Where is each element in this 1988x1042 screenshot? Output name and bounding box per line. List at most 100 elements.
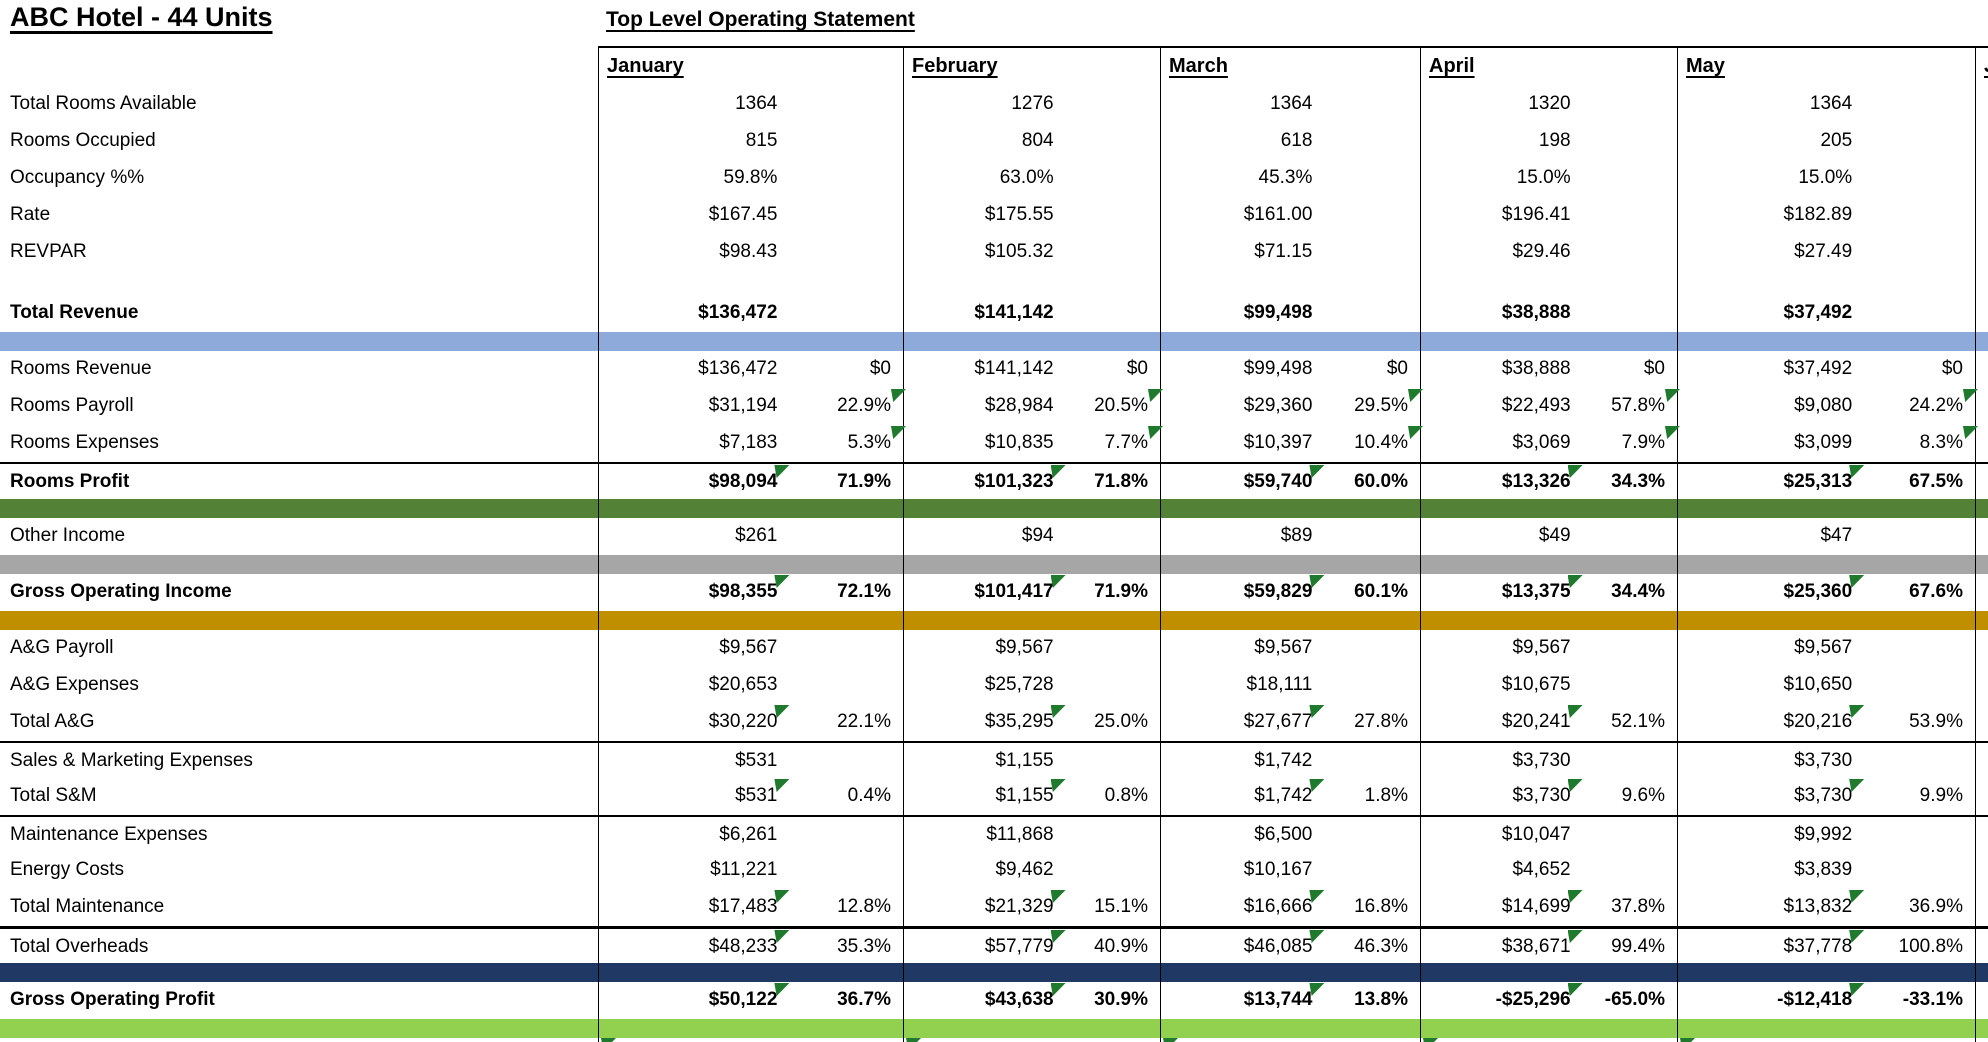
percent-cell[interactable]: 8.3% — [1856, 425, 1978, 462]
percent-cell[interactable] — [1058, 852, 1160, 889]
amount-cell[interactable]: $10,047 — [1421, 817, 1575, 852]
percent-cell[interactable]: 71.9% — [781, 464, 903, 499]
percent-cell[interactable] — [1575, 817, 1677, 852]
percent-cell[interactable] — [1575, 630, 1677, 667]
percent-cell[interactable]: 71.8% — [1058, 464, 1160, 499]
percent-cell[interactable] — [1316, 86, 1420, 123]
percent-cell[interactable] — [1856, 852, 1975, 889]
percent-cell[interactable]: 60.0% — [1316, 464, 1420, 499]
amount-cell[interactable]: $261 — [599, 518, 781, 555]
amount-cell[interactable]: $38,888 — [1421, 351, 1575, 388]
amount-cell[interactable]: $1,742 — [1161, 743, 1316, 778]
amount-cell[interactable]: $47 — [1678, 518, 1856, 555]
percent-cell[interactable]: 1.8% — [1316, 778, 1420, 815]
label-cell[interactable]: Rooms Revenue — [0, 351, 598, 388]
amount-cell[interactable]: $31,194 — [599, 388, 781, 425]
amount-cell[interactable]: $43,638 — [904, 982, 1066, 1019]
amount-cell[interactable]: $46,085 — [1161, 929, 1325, 965]
amount-cell[interactable]: $16,666 — [1161, 889, 1325, 926]
amount-cell[interactable]: $161.00 — [1161, 197, 1316, 234]
percent-cell[interactable]: $0 — [1316, 351, 1420, 388]
percent-cell[interactable]: 36.9% — [1856, 889, 1975, 926]
amount-cell[interactable]: $21,329 — [904, 889, 1066, 926]
percent-cell[interactable] — [1316, 160, 1420, 197]
amount-cell[interactable]: $9,567 — [1678, 630, 1856, 667]
label-cell[interactable]: Gross Operating Income — [0, 574, 598, 611]
amount-cell[interactable]: $196.41 — [1421, 197, 1575, 234]
amount-cell[interactable]: $13,744 — [1161, 982, 1325, 1019]
label-cell[interactable]: Total Rooms Available — [0, 86, 598, 123]
percent-cell[interactable]: 24.2% — [1856, 388, 1978, 425]
amount-cell[interactable]: 1320 — [1421, 86, 1575, 123]
percent-cell[interactable] — [1856, 160, 1975, 197]
percent-cell[interactable]: 0.4% — [781, 778, 903, 815]
label-cell[interactable]: Rooms Expenses — [0, 425, 598, 462]
amount-cell[interactable]: $1,155 — [904, 778, 1066, 815]
amount-cell[interactable]: $3,839 — [1678, 852, 1856, 889]
percent-cell[interactable]: 71.9% — [1058, 574, 1160, 611]
amount-cell[interactable]: $9,992 — [1678, 817, 1856, 852]
amount-cell[interactable]: $136,472 — [599, 351, 781, 388]
divider-bar-lightgreen[interactable] — [0, 1019, 1988, 1038]
amount-cell[interactable]: $98.43 — [599, 234, 781, 271]
label-cell[interactable]: A&G Expenses — [0, 667, 598, 704]
percent-cell[interactable] — [781, 197, 903, 234]
amount-cell[interactable]: $13,375 — [1421, 574, 1583, 611]
amount-cell[interactable]: $4,652 — [1421, 852, 1575, 889]
amount-cell[interactable]: 815 — [599, 123, 781, 160]
percent-cell[interactable] — [781, 518, 903, 555]
amount-cell[interactable]: $37,492 — [1678, 351, 1856, 388]
percent-cell[interactable]: 34.3% — [1575, 464, 1677, 499]
amount-cell[interactable]: $3,730 — [1421, 743, 1575, 778]
percent-cell[interactable] — [1058, 295, 1160, 332]
percent-cell[interactable]: $0 — [1575, 351, 1677, 388]
amount-cell[interactable]: $38,888 — [1421, 295, 1575, 332]
amount-cell[interactable]: $3,069 — [1421, 425, 1575, 462]
month-header-cell[interactable]: May — [1677, 46, 1975, 86]
amount-cell[interactable]: $141,142 — [904, 295, 1058, 332]
percent-cell[interactable]: 9.6% — [1575, 778, 1677, 815]
amount-cell[interactable]: 1364 — [599, 86, 781, 123]
month-header-cell[interactable]: January — [598, 46, 903, 86]
percent-cell[interactable]: -33.1% — [1856, 982, 1975, 1019]
percent-cell[interactable] — [1856, 234, 1975, 271]
percent-cell[interactable]: $0 — [1856, 351, 1975, 388]
amount-cell[interactable]: $59,829 — [1161, 574, 1325, 611]
percent-cell[interactable]: 46.3% — [1316, 929, 1420, 965]
amount-cell[interactable]: $182.89 — [1678, 197, 1856, 234]
amount-cell[interactable]: $9,567 — [904, 630, 1058, 667]
label-cell[interactable]: Total Overheads — [0, 929, 598, 965]
amount-cell[interactable]: 45.3% — [1161, 160, 1316, 197]
percent-cell[interactable]: 7.7% — [1058, 425, 1163, 462]
amount-cell[interactable]: $101,417 — [904, 574, 1066, 611]
amount-cell[interactable]: $10,835 — [904, 425, 1058, 462]
amount-cell[interactable]: -$12,418 — [1678, 982, 1865, 1019]
divider-bar-navy[interactable] — [0, 963, 1988, 982]
amount-cell[interactable]: $20,653 — [599, 667, 781, 704]
label-cell[interactable]: Rooms Occupied — [0, 123, 598, 160]
amount-cell[interactable]: $9,080 — [1678, 388, 1856, 425]
divider-bar-gray[interactable] — [0, 555, 1988, 574]
amount-cell[interactable]: $9,462 — [904, 852, 1058, 889]
percent-cell[interactable] — [1856, 518, 1975, 555]
percent-cell[interactable] — [1575, 197, 1677, 234]
amount-cell[interactable]: $3,730 — [1678, 778, 1865, 815]
amount-cell[interactable]: $101,323 — [904, 464, 1066, 499]
percent-cell[interactable] — [1058, 123, 1160, 160]
percent-cell[interactable] — [1856, 197, 1975, 234]
percent-cell[interactable]: 15.1% — [1058, 889, 1160, 926]
label-cell[interactable]: Rate — [0, 197, 598, 234]
percent-cell[interactable] — [1058, 518, 1160, 555]
amount-cell[interactable]: $89 — [1161, 518, 1316, 555]
percent-cell[interactable]: 67.5% — [1856, 464, 1975, 499]
percent-cell[interactable] — [1575, 123, 1677, 160]
percent-cell[interactable] — [1575, 86, 1677, 123]
amount-cell[interactable]: $49 — [1421, 518, 1575, 555]
amount-cell[interactable]: $59,740 — [1161, 464, 1325, 499]
percent-cell[interactable]: 9.9% — [1856, 778, 1975, 815]
amount-cell[interactable]: $29.46 — [1421, 234, 1575, 271]
percent-cell[interactable] — [1316, 817, 1420, 852]
amount-cell[interactable]: 205 — [1678, 123, 1856, 160]
percent-cell[interactable]: 52.1% — [1575, 704, 1677, 741]
percent-cell[interactable]: 30.9% — [1058, 982, 1160, 1019]
